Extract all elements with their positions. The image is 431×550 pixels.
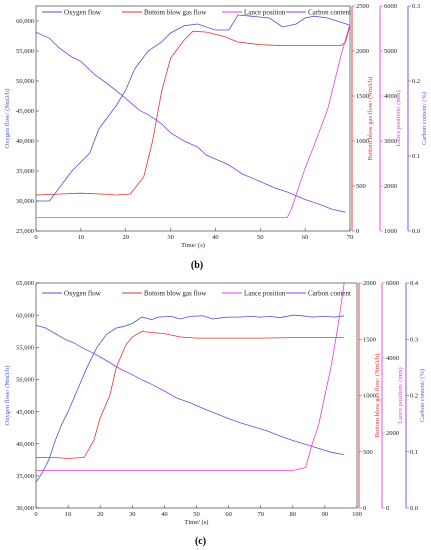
x-tick-label: 20 [97,511,104,518]
carbon-tick-label: 0.1 [412,153,420,160]
oxy-tick-label: 25,000 [16,228,34,235]
series-line-oxygen-flow [35,314,345,483]
oxy-tick-label: 40,000 [16,441,34,448]
bottom-tick-label: 2000 [356,48,369,55]
carbon-tick-label: 0.4 [410,280,419,287]
lance-tick-label: 0 [386,505,389,512]
carbon-tick-label: 0.2 [412,78,420,85]
oxy-tick-label: 55,000 [16,48,34,55]
bottom-tick-label: 2500 [356,3,369,10]
series-line-carbon-content [35,31,346,213]
x-tick-label: 60 [225,511,232,518]
bottom-tick-label: 1500 [356,93,369,100]
oxy-tick-label: 50,000 [16,377,34,384]
carbon-tick-label: 0.2 [410,393,418,400]
x-tick-label: 10 [78,234,85,241]
oxy-tick-label: 40,000 [16,138,34,145]
chart-panel-1: 0 10 20 30 40 50 60 70 Time/ (s) 25,000 30,000 35,0… [4,3,428,271]
lance-tick-label: 4000 [386,355,399,362]
oxy-tick-label: 50,000 [16,78,34,85]
x-tick-label: 80 [290,511,297,518]
lance-axis-title: Lance position/ (mm) [395,90,402,146]
series-line-bottom-blow-gas-flow [36,330,345,459]
bottom-tick-label: 1000 [363,393,376,400]
series-line-lance-position [36,282,345,471]
x-tick-label: 20 [122,234,129,241]
x-tick-label: 40 [161,511,168,518]
lance-tick-label: 5000 [384,48,397,55]
carbon-axis-title: Carbon content/ (%) [419,369,426,422]
series-line-lance-position [36,23,351,218]
x-tick-label: 50 [257,234,264,241]
x-tick-label: 100 [352,511,362,518]
lance-tick-label: 4000 [384,93,397,100]
lance-tick-label: 1000 [384,228,397,235]
oxy-tick-label: 60,000 [16,18,34,25]
x-axis-label: Time/ (s) [181,242,205,249]
x-tick-label: 40 [212,234,219,241]
bottom-tick-label: 1500 [363,336,376,343]
x-tick-label: 50 [193,511,200,518]
bottom-tick-label: 500 [363,449,373,456]
lance-tick-label: 6000 [386,280,399,287]
legend-label: Bottom blow gas flow [144,289,207,297]
panel-label: (b) [191,260,203,271]
legend-label: Oxygen flow [64,8,102,16]
oxy-axis-title: Oxygen flow/ (Nm3/h) [4,366,11,426]
legend-label: Lance position [244,289,286,297]
carbon-axis-title: Carbon content/ (%) [421,92,428,145]
bottom-tick-label: 0 [356,228,359,235]
oxy-axis-title: Oxygen flow/ (Nm3/h) [4,89,11,149]
oxy-tick-label: 55,000 [16,344,34,351]
oxy-tick-label: 30,000 [16,505,34,512]
bottom-tick-label: 2000 [363,280,376,287]
chart-panel-2: 0 10 20 30 40 50 60 70 80 90 100 Time/ (s) 30,000 35,… [4,280,426,547]
oxy-tick-label: 60,000 [16,312,34,319]
bottom-tick-label: 1000 [356,138,369,145]
oxy-tick-label: 65,000 [16,280,34,287]
carbon-tick-label: 0.1 [410,449,418,456]
lance-tick-label: 3000 [384,138,397,145]
x-tick-label: 0 [34,234,37,241]
carbon-tick-label: 0.0 [412,228,420,235]
oxy-tick-label: 35,000 [16,473,34,480]
bottom-tick-label: 0 [363,505,366,512]
legend-label: Bottom blow gas flow [144,8,207,16]
x-tick-label: 10 [65,511,72,518]
panel-label: (c) [195,536,206,547]
x-tick-label: 60 [302,234,309,241]
oxy-tick-label: 30,000 [16,198,34,205]
series-line-bottom-blow-gas-flow [35,25,351,196]
legend-label: Carbon content [308,8,351,16]
plot-frame [35,5,351,232]
oxy-tick-label: 35,000 [16,168,34,175]
x-tick-label: 30 [167,234,174,241]
series-line-carbon-content [35,324,345,455]
oxy-tick-label: 45,000 [16,409,34,416]
x-tick-label: 70 [257,511,264,518]
bottom-axis-title: Bottom blow gas flow/ (Nm3/h) [374,354,381,438]
legend-label: Carbon content [308,289,351,297]
x-tick-label: 0 [34,511,37,518]
lance-tick-label: 2000 [386,430,399,437]
carbon-tick-label: 0.0 [410,505,418,512]
x-axis-label: Time/ (s) [185,519,209,526]
oxy-tick-label: 45,000 [16,108,34,115]
lance-axis-title: Lance position/ (mm) [397,367,404,423]
x-tick-label: 70 [347,234,354,241]
x-tick-label: 30 [129,511,136,518]
lance-tick-label: 2000 [384,183,397,190]
x-tick-label: 90 [322,511,329,518]
carbon-tick-label: 0.3 [410,336,418,343]
series-line-oxygen-flow [36,14,351,202]
lance-tick-label: 6000 [384,3,397,10]
legend-label: Oxygen flow [64,289,102,297]
bottom-axis-title: Bottom blow gas flow/ (Nm3/h) [367,77,374,161]
bottom-tick-label: 500 [356,183,366,190]
legend-label: Lance position [244,8,286,16]
carbon-tick-label: 0.3 [412,3,420,10]
